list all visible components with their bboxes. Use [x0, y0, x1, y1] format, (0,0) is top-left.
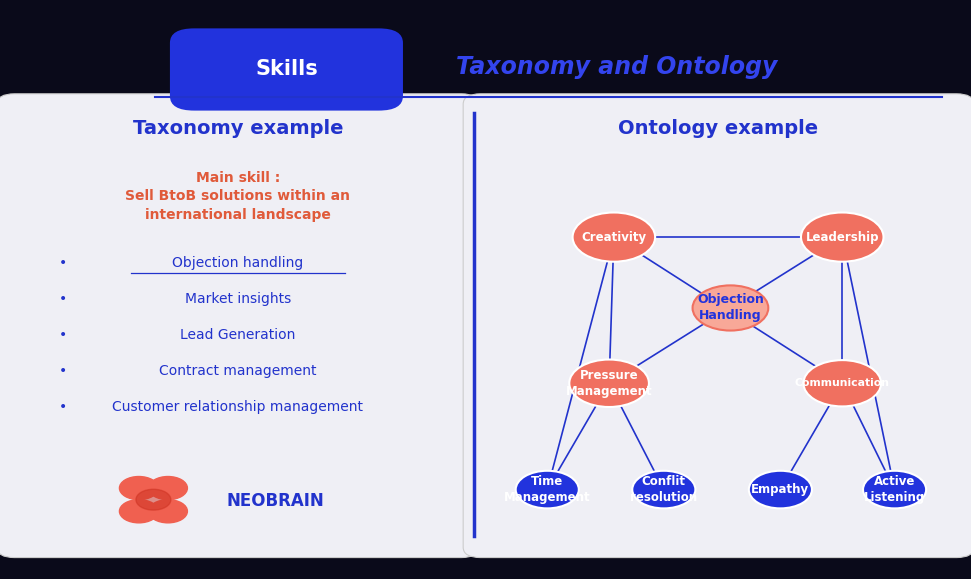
Text: Objection handling: Objection handling: [172, 256, 304, 270]
Text: Taxonomy example: Taxonomy example: [133, 119, 343, 138]
FancyBboxPatch shape: [0, 94, 479, 558]
Circle shape: [692, 285, 768, 331]
Circle shape: [149, 477, 187, 500]
Circle shape: [632, 471, 695, 508]
Circle shape: [149, 500, 187, 523]
Text: •: •: [59, 400, 67, 414]
Circle shape: [749, 471, 812, 508]
Text: •: •: [59, 364, 67, 378]
Circle shape: [803, 360, 881, 406]
Text: Skills: Skills: [255, 60, 318, 79]
Text: Market insights: Market insights: [184, 292, 291, 306]
Text: Empathy: Empathy: [752, 483, 810, 496]
Text: Leadership: Leadership: [806, 230, 879, 244]
Text: Conflit
resolution: Conflit resolution: [630, 475, 697, 504]
Circle shape: [863, 471, 926, 508]
Text: •: •: [59, 256, 67, 270]
Text: Contract management: Contract management: [159, 364, 317, 378]
FancyBboxPatch shape: [170, 28, 403, 111]
Circle shape: [136, 489, 171, 510]
Text: Main skill :: Main skill :: [196, 171, 280, 185]
Circle shape: [573, 212, 655, 262]
Circle shape: [801, 212, 884, 262]
Circle shape: [119, 500, 158, 523]
Text: Ontology example: Ontology example: [619, 119, 819, 138]
FancyBboxPatch shape: [463, 94, 971, 558]
Text: •: •: [59, 292, 67, 306]
Text: Communication: Communication: [794, 378, 889, 389]
Circle shape: [119, 477, 158, 500]
Circle shape: [569, 360, 649, 407]
Text: Taxonomy and Ontology: Taxonomy and Ontology: [456, 54, 777, 79]
Text: NEOBRAIN: NEOBRAIN: [226, 492, 324, 510]
Text: Lead Generation: Lead Generation: [181, 328, 295, 342]
Text: Pressure
Management: Pressure Management: [566, 369, 653, 398]
Text: Objection
Handling: Objection Handling: [697, 294, 764, 323]
Circle shape: [516, 471, 579, 508]
Text: Creativity: Creativity: [582, 230, 647, 244]
Text: Active
Listening: Active Listening: [864, 475, 925, 504]
Text: Time
Management: Time Management: [504, 475, 590, 504]
Text: •: •: [59, 328, 67, 342]
Text: Customer relationship management: Customer relationship management: [113, 400, 363, 414]
Text: Sell BtoB solutions within an
international landscape: Sell BtoB solutions within an internatio…: [125, 189, 351, 222]
